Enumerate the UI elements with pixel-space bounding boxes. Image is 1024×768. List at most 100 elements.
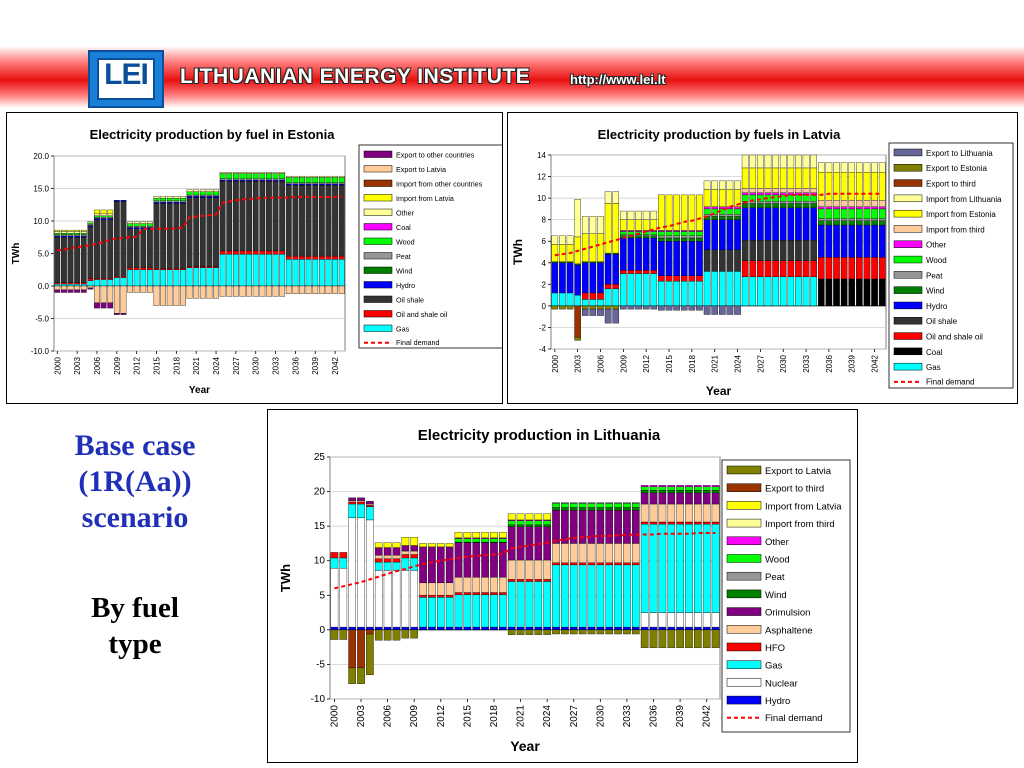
y-tick-label: 0	[319, 625, 325, 636]
bar-segment	[581, 262, 589, 294]
bar-segment	[186, 189, 193, 192]
legend-swatch	[363, 310, 393, 318]
bar-segment	[741, 192, 749, 196]
bar-segment	[213, 285, 219, 299]
bar-segment	[589, 292, 597, 300]
legend-swatch	[363, 237, 393, 245]
bar-segment	[428, 546, 436, 584]
bar-segment	[279, 173, 286, 179]
bar-segment	[779, 192, 787, 196]
x-tick-label: 2015	[153, 356, 162, 374]
bar-segment	[795, 167, 802, 189]
bar-segment	[481, 577, 489, 593]
bar-segment	[589, 305, 597, 310]
bar-segment	[374, 629, 383, 641]
bar-segment	[566, 262, 574, 294]
bar-segment	[726, 219, 734, 251]
bar-segment	[332, 182, 338, 185]
bar-segment	[569, 562, 578, 566]
bar-segment	[348, 497, 356, 501]
legend-label: Oil and shale oil	[396, 310, 448, 319]
bar-segment	[61, 233, 67, 235]
bar-segment	[702, 492, 711, 505]
y-tick-label: 10.0	[33, 217, 49, 226]
bar-segment	[133, 221, 140, 224]
bar-segment	[232, 253, 239, 287]
bar-segment	[481, 626, 489, 631]
bar-segment	[711, 216, 718, 220]
bar-segment	[383, 561, 392, 571]
bar-segment	[325, 183, 332, 186]
bar-segment	[658, 235, 665, 239]
bar-segment	[825, 208, 833, 219]
bar-segment	[332, 177, 338, 183]
y-tick-label: 12	[537, 173, 546, 182]
bar-segment	[840, 200, 848, 207]
bar-segment	[702, 490, 711, 494]
bar-segment	[734, 214, 741, 217]
x-tick-label: 2030	[595, 705, 606, 728]
bar-segment	[279, 181, 286, 252]
bar-segment	[166, 198, 173, 202]
bar-segment	[100, 216, 107, 219]
bar-segment	[578, 629, 587, 635]
bar-segment	[825, 278, 833, 307]
bar-segment	[719, 249, 726, 272]
bar-segment	[490, 577, 498, 593]
bar-segment	[878, 162, 886, 173]
bar-segment	[232, 179, 239, 182]
bar-segment	[833, 208, 840, 219]
bar-segment	[259, 285, 266, 297]
bar-segment	[694, 629, 702, 649]
x-tick-label: 2009	[113, 356, 122, 374]
bar-segment	[757, 201, 764, 204]
bar-segment	[627, 273, 635, 307]
bar-segment	[366, 633, 374, 675]
bar-segment	[795, 276, 802, 307]
bar-segment	[604, 203, 612, 254]
bar-segment	[667, 612, 676, 628]
bar-segment	[120, 200, 127, 202]
bar-segment	[764, 260, 772, 277]
bar-segment	[226, 250, 233, 255]
bar-segment	[810, 203, 817, 208]
bar-segment	[272, 250, 279, 255]
bar-segment	[173, 269, 180, 287]
bar-segment	[490, 542, 498, 578]
bar-segment	[67, 283, 74, 287]
bar-segment	[54, 231, 61, 234]
bar-segment	[54, 283, 61, 287]
y-tick-label: 0.0	[38, 282, 50, 291]
bar-segment	[61, 234, 67, 237]
bar-segment	[252, 172, 259, 174]
bar-segment	[516, 629, 525, 635]
bar-segment	[87, 285, 94, 289]
legend-swatch	[726, 695, 762, 705]
legend-label: Other	[765, 537, 789, 548]
bar-segment	[94, 279, 100, 287]
y-tick-label: 15	[314, 521, 326, 532]
bar-segment	[848, 162, 856, 173]
bar-segment	[825, 162, 833, 173]
legend-label: Import from other countries	[396, 180, 483, 189]
bar-segment	[74, 285, 81, 291]
bar-segment	[366, 626, 374, 631]
bar-segment	[318, 259, 325, 287]
bar-segment	[741, 260, 749, 277]
bar-segment	[719, 189, 726, 207]
bar-segment	[772, 192, 779, 196]
bar-segment	[764, 192, 772, 196]
bar-segment	[552, 510, 560, 544]
scenario-line: (1R(Aa))	[78, 465, 192, 498]
bar-segment	[299, 175, 305, 178]
bar-segment	[757, 239, 764, 261]
bar-segment	[833, 162, 840, 173]
bar-segment	[348, 503, 356, 519]
x-tick-label: 2024	[542, 705, 553, 728]
bar-segment	[266, 253, 272, 287]
bar-segment	[552, 507, 560, 511]
bar-segment	[153, 198, 160, 202]
bar-segment	[127, 227, 133, 229]
bar-segment	[180, 198, 186, 202]
bar-segment	[676, 629, 684, 649]
